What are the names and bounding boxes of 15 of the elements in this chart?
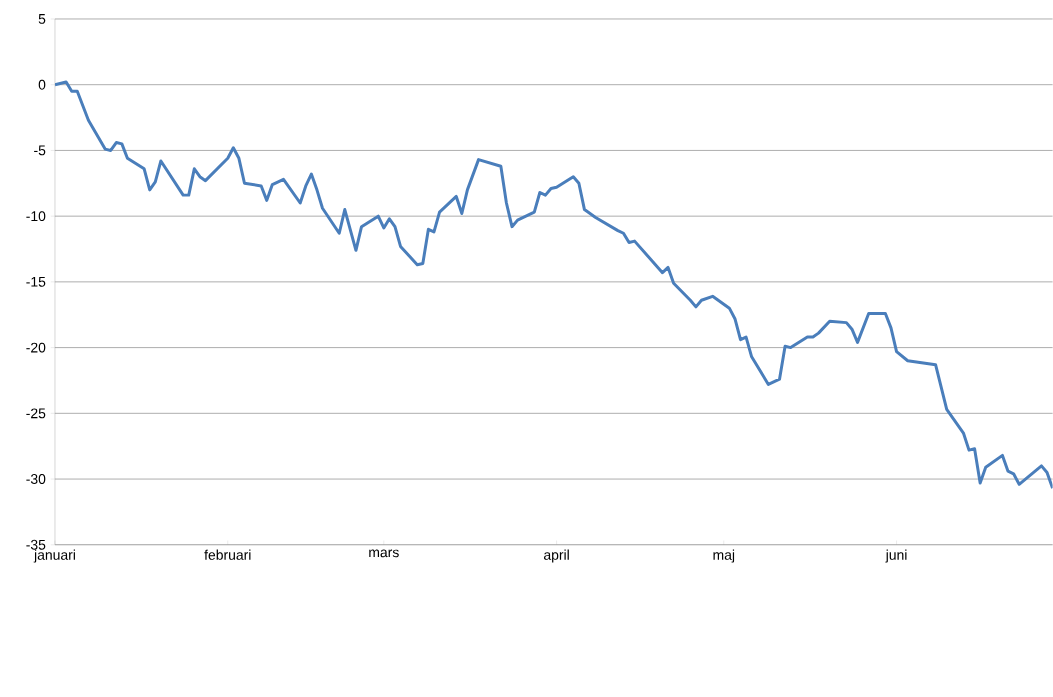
y-tick-label: 5 (38, 14, 46, 24)
y-tick-label: -20 (26, 342, 46, 353)
x-tick-label: maj (713, 549, 735, 563)
x-tick-label: januari (33, 549, 75, 563)
y-tick-label: -15 (26, 277, 46, 287)
x-tick-label: juni (885, 549, 907, 563)
y-tick-label: 0 (38, 79, 46, 90)
y-tick-label: -30 (26, 474, 46, 485)
x-tick-label: februari (204, 549, 251, 561)
y-tick-label: -35 (26, 539, 46, 550)
x-tick-label: mars (369, 549, 399, 558)
y-tick-label: -25 (26, 408, 46, 419)
y-tick-label: -5 (34, 145, 46, 156)
x-tick-label: april (544, 549, 569, 563)
y-tick-label: -10 (26, 211, 46, 222)
